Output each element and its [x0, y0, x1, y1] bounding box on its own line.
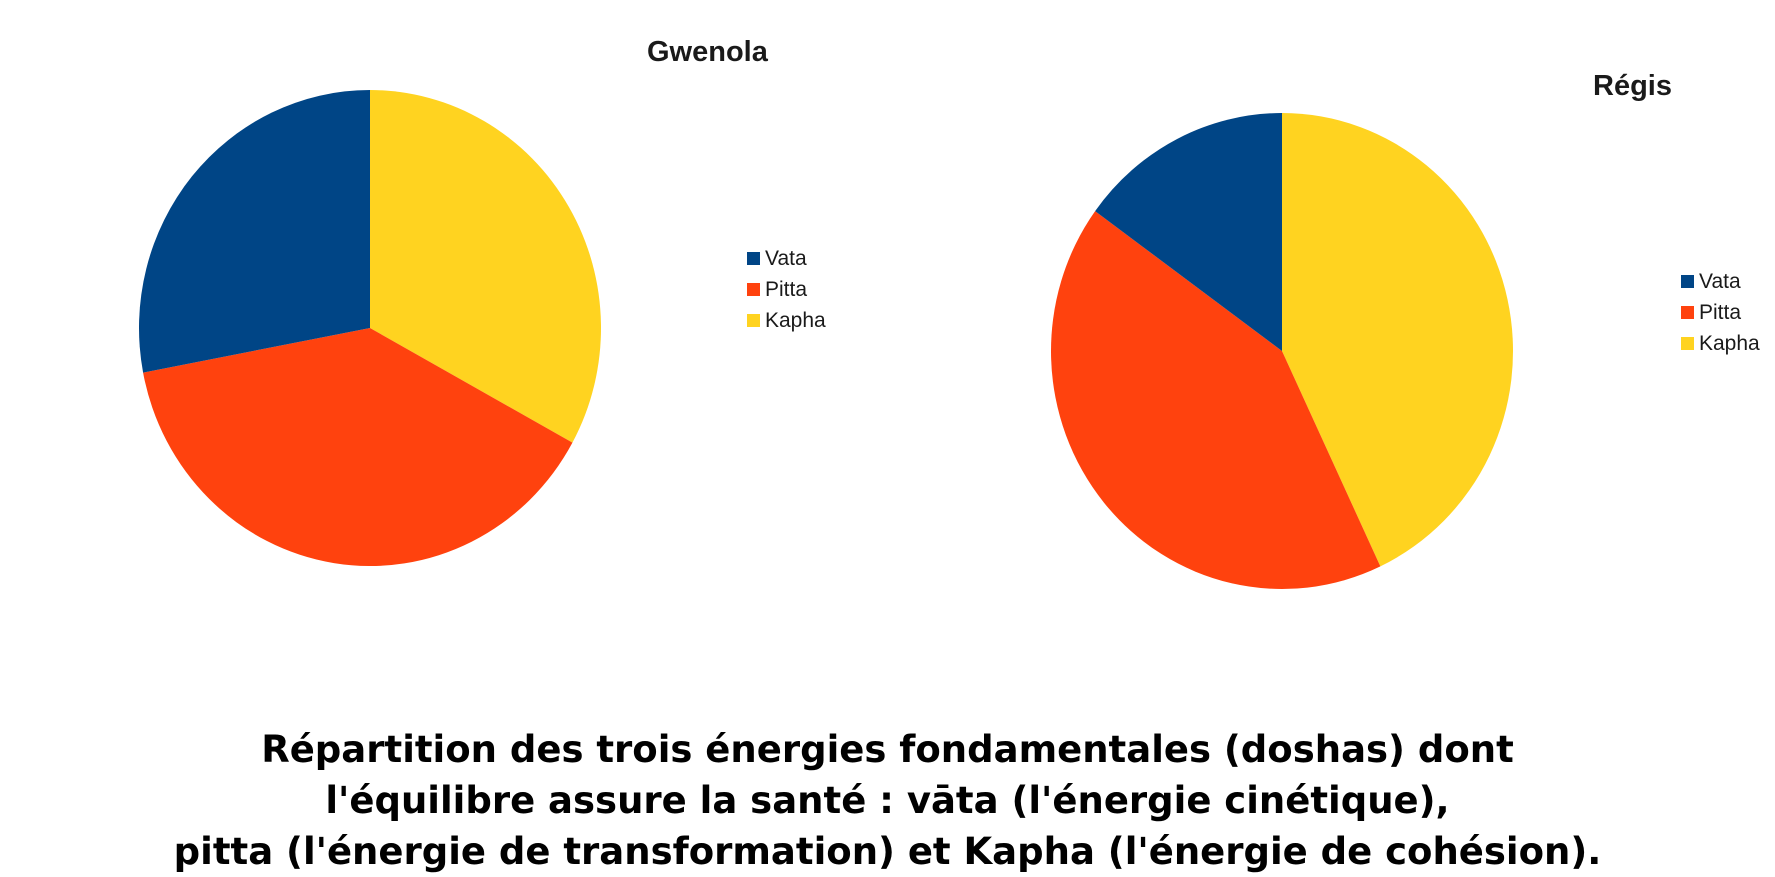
- legend-label-kapha: Kapha: [765, 308, 826, 332]
- pie-slice-pitta: [143, 328, 573, 567]
- caption-line: Répartition des trois énergies fondament…: [261, 728, 1514, 771]
- legend-swatch-pitta: [747, 283, 760, 296]
- pie-slice-pitta: [1051, 211, 1381, 590]
- legend-swatch-kapha: [1681, 337, 1694, 350]
- legend-item-pitta: Pitta: [1681, 297, 1760, 328]
- legend-swatch-pitta: [1681, 306, 1694, 319]
- legend-label-pitta: Pitta: [1699, 300, 1742, 324]
- pie-slice-kapha: [370, 90, 602, 443]
- pie-slice-vata: [1095, 113, 1282, 351]
- caption-line: pitta (l'énergie de transformation) et K…: [173, 830, 1602, 873]
- caption-line: l'équilibre assure la santé : vāta (l'én…: [325, 779, 1450, 822]
- legend-item-pitta: Pitta: [747, 274, 826, 305]
- pie-slice-kapha: [1282, 113, 1514, 567]
- legend-label-pitta: Pitta: [765, 277, 808, 301]
- pie-slice-vata: [138, 90, 370, 373]
- legend-swatch-vata: [1681, 275, 1694, 288]
- legend-gwenola: Vata Pitta Kapha: [747, 243, 826, 336]
- legend-label-vata: Vata: [1699, 269, 1741, 293]
- pie-chart-regis: [1051, 113, 1514, 590]
- figure-caption: Répartition des trois énergies fondament…: [0, 724, 1775, 877]
- legend-swatch-kapha: [747, 314, 760, 327]
- pie-chart-gwenola: [138, 90, 602, 567]
- legend-swatch-vata: [747, 252, 760, 265]
- legend-item-kapha: Kapha: [1681, 328, 1760, 359]
- legend-item-vata: Vata: [1681, 266, 1760, 297]
- legend-regis: Vata Pitta Kapha: [1681, 266, 1760, 359]
- chart-title-gwenola: Gwenola: [647, 36, 768, 68]
- chart-title-regis: Régis: [1593, 70, 1672, 102]
- legend-item-kapha: Kapha: [747, 305, 826, 336]
- legend-label-vata: Vata: [765, 246, 807, 270]
- legend-label-kapha: Kapha: [1699, 331, 1760, 355]
- legend-item-vata: Vata: [747, 243, 826, 274]
